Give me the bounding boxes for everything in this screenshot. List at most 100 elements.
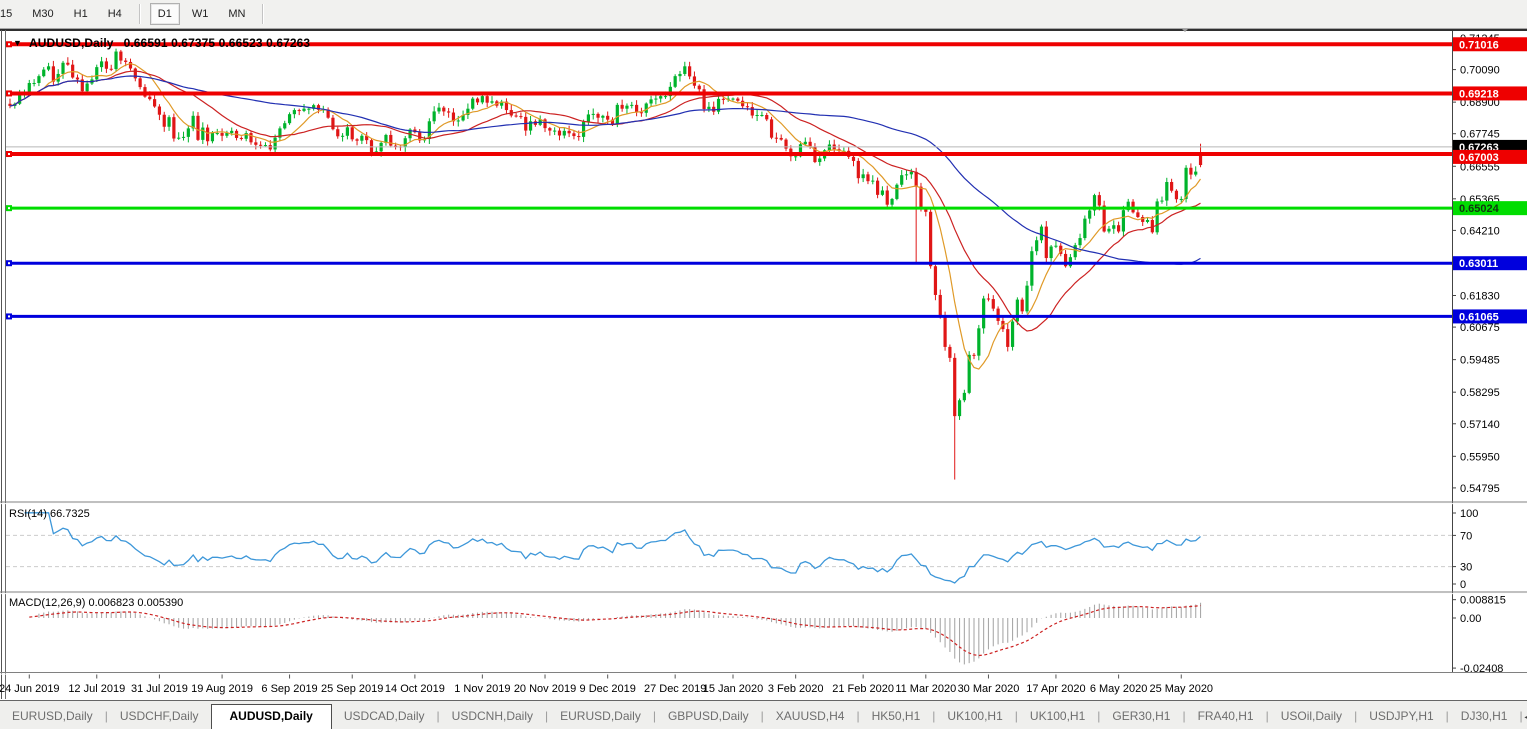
rsi-indicator-label: RSI(14) 66.7325 bbox=[9, 508, 90, 520]
tab-scroll-left-icon[interactable]: ◄ bbox=[1523, 712, 1527, 722]
tab-separator: | bbox=[1445, 709, 1449, 723]
chart-tab-AUDUSD-Daily[interactable]: AUDUSD,Daily bbox=[210, 704, 332, 729]
svg-text:0.70090: 0.70090 bbox=[1460, 65, 1500, 77]
chart-tab-EURUSD-Daily[interactable]: EURUSD,Daily bbox=[560, 709, 641, 723]
chart-tab-EURUSD-Daily[interactable]: EURUSD,Daily bbox=[12, 709, 93, 723]
svg-text:0.59485: 0.59485 bbox=[1460, 355, 1500, 367]
ma-fast-line bbox=[9, 62, 1201, 370]
timeframe-button-MN[interactable]: MN bbox=[220, 3, 253, 25]
chart-window-frame bbox=[0, 29, 1527, 699]
horizontal-line-0.61065[interactable] bbox=[6, 313, 1452, 320]
svg-text:3 Feb 2020: 3 Feb 2020 bbox=[768, 683, 824, 695]
horizontal-line-0.71016[interactable] bbox=[6, 41, 1452, 48]
timeframe-button-D1[interactable]: D1 bbox=[149, 3, 180, 25]
tab-separator: | bbox=[760, 709, 764, 723]
rsi-panel[interactable]: 100 70 30 0 bbox=[6, 508, 1478, 591]
tab-separator: | bbox=[1354, 709, 1358, 723]
timeframe-button-M30[interactable]: M30 bbox=[24, 3, 61, 25]
timeframe-button-H1[interactable]: H1 bbox=[66, 3, 96, 25]
tab-separator: | bbox=[104, 709, 108, 723]
horizontal-line-0.65024[interactable] bbox=[6, 205, 1452, 212]
chart-tab-USDCAD-Daily[interactable]: USDCAD,Daily bbox=[343, 709, 425, 723]
horizontal-line-0.63011[interactable] bbox=[6, 260, 1452, 267]
timeframe-button-W1[interactable]: W1 bbox=[184, 3, 217, 25]
toolbar-separator bbox=[138, 4, 141, 24]
svg-text:30 Mar 2020: 30 Mar 2020 bbox=[958, 683, 1020, 695]
svg-text:0.60675: 0.60675 bbox=[1460, 322, 1500, 334]
chart-tab-USDCHF-Daily[interactable]: USDCHF,Daily bbox=[119, 709, 199, 723]
svg-text:0.71016: 0.71016 bbox=[1459, 39, 1499, 51]
chart-symbol-label: AUDUSD,Daily bbox=[29, 36, 114, 50]
horizontal-lines bbox=[6, 41, 1452, 320]
svg-text:9 Dec 2019: 9 Dec 2019 bbox=[580, 683, 636, 695]
chart-tab-GER30-H1[interactable]: GER30,H1 bbox=[1112, 709, 1171, 723]
svg-text:21 Feb 2020: 21 Feb 2020 bbox=[832, 683, 894, 695]
svg-text:0.69218: 0.69218 bbox=[1459, 88, 1499, 100]
chart-tab-UK100-H1[interactable]: UK100,H1 bbox=[947, 709, 1003, 723]
svg-text:0.63011: 0.63011 bbox=[1459, 258, 1498, 270]
svg-text:0.61065: 0.61065 bbox=[1459, 311, 1499, 323]
svg-text:12 Jul 2019: 12 Jul 2019 bbox=[68, 683, 125, 695]
level-price-label-0.63011: 0.63011 bbox=[1453, 256, 1527, 271]
svg-text:0.58295: 0.58295 bbox=[1460, 387, 1500, 399]
svg-text:1 Nov 2019: 1 Nov 2019 bbox=[454, 683, 510, 695]
chart-tab-UK100-H1[interactable]: UK100,H1 bbox=[1029, 709, 1086, 723]
svg-text:0.55950: 0.55950 bbox=[1460, 451, 1500, 463]
svg-text:25 May 2020: 25 May 2020 bbox=[1149, 683, 1213, 695]
tab-separator: | bbox=[652, 709, 656, 723]
svg-text:0.008815: 0.008815 bbox=[1460, 595, 1506, 607]
chart-title: ▼ AUDUSD,Daily 0.66591 0.67375 0.66523 0.6… bbox=[13, 36, 310, 50]
price-axis[interactable]: 0.712450.700900.689000.677450.665550.653… bbox=[1452, 33, 1527, 495]
svg-text:25 Sep 2019: 25 Sep 2019 bbox=[321, 683, 383, 695]
svg-text:0.54795: 0.54795 bbox=[1460, 483, 1500, 495]
svg-text:17 Apr 2020: 17 Apr 2020 bbox=[1026, 683, 1085, 695]
time-axis[interactable]: 24 Jun 2019 12 Jul 2019 31 Jul 2019 19 Aug … bbox=[0, 674, 1213, 696]
svg-text:6 Sep 2019: 6 Sep 2019 bbox=[261, 683, 317, 695]
timeframe-button-15[interactable]: 15 bbox=[0, 3, 20, 25]
svg-text:15 Jan 2020: 15 Jan 2020 bbox=[703, 683, 764, 695]
svg-text:0.64210: 0.64210 bbox=[1460, 225, 1500, 237]
tab-separator: | bbox=[1265, 709, 1269, 723]
svg-text:11 Mar 2020: 11 Mar 2020 bbox=[895, 683, 956, 695]
svg-text:100: 100 bbox=[1460, 508, 1478, 520]
chart-tab-USDJPY-H1[interactable]: USDJPY,H1 bbox=[1369, 709, 1434, 723]
level-price-label-0.65024: 0.65024 bbox=[1453, 201, 1527, 216]
tab-separator: | bbox=[1014, 709, 1018, 723]
macd-panel[interactable]: 0.008815 0.00 -0.02408 bbox=[29, 595, 1506, 675]
tab-separator: | bbox=[856, 709, 860, 723]
svg-text:0.67745: 0.67745 bbox=[1460, 129, 1500, 141]
chart-tab-USOil-Daily[interactable]: USOil,Daily bbox=[1280, 709, 1343, 723]
toolbar-separator bbox=[262, 4, 265, 24]
svg-text:0.61830: 0.61830 bbox=[1460, 291, 1500, 303]
svg-text:30: 30 bbox=[1460, 562, 1472, 574]
horizontal-line-0.69218[interactable] bbox=[6, 90, 1452, 97]
svg-text:0.67003: 0.67003 bbox=[1459, 152, 1499, 164]
tab-separator: | bbox=[545, 709, 549, 723]
svg-text:0.00: 0.00 bbox=[1460, 613, 1481, 625]
chart-tab-DJ30-H1[interactable]: DJ30,H1 bbox=[1460, 709, 1508, 723]
svg-text:70: 70 bbox=[1460, 530, 1472, 542]
timeframe-toolbar: 15 M30 H1 H4 D1 W1 MN bbox=[0, 0, 1527, 29]
chart-tab-FRA40-H1[interactable]: FRA40,H1 bbox=[1197, 709, 1254, 723]
tab-separator: | bbox=[1519, 709, 1523, 723]
svg-text:-0.02408: -0.02408 bbox=[1460, 663, 1503, 675]
svg-text:0: 0 bbox=[1460, 579, 1466, 591]
svg-text:20 Nov 2019: 20 Nov 2019 bbox=[514, 683, 576, 695]
chart-tab-XAUUSD-H4[interactable]: XAUUSD,H4 bbox=[775, 709, 845, 723]
ma-medium-line bbox=[9, 70, 1201, 332]
chart-dropdown-icon[interactable]: ▼ bbox=[13, 38, 23, 48]
chart-tab-HK50-H1[interactable]: HK50,H1 bbox=[871, 709, 921, 723]
svg-text:14 Oct 2019: 14 Oct 2019 bbox=[385, 683, 445, 695]
horizontal-line-0.67003[interactable] bbox=[6, 151, 1452, 158]
chart-tab-USDCNH-Daily[interactable]: USDCNH,Daily bbox=[451, 709, 534, 723]
macd-indicator-label: MACD(12,26,9) 0.006823 0.005390 bbox=[9, 597, 184, 609]
chart-ohlc-values: 0.66591 0.67375 0.66523 0.67263 bbox=[123, 36, 311, 50]
svg-text:0.65024: 0.65024 bbox=[1459, 203, 1500, 215]
svg-text:19 Aug 2019: 19 Aug 2019 bbox=[191, 683, 253, 695]
timeframe-button-H4[interactable]: H4 bbox=[100, 3, 130, 25]
tab-separator: | bbox=[932, 709, 936, 723]
tab-separator: | bbox=[1097, 709, 1101, 723]
chart-tab-GBPUSD-Daily[interactable]: GBPUSD,Daily bbox=[667, 709, 749, 723]
level-price-label-0.61065: 0.61065 bbox=[1453, 309, 1527, 324]
